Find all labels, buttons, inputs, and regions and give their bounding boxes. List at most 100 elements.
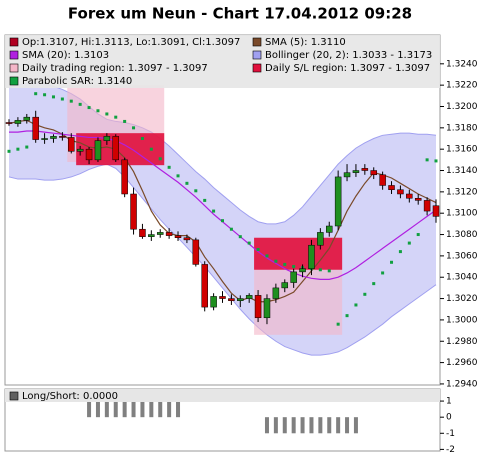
candle-body (121, 159, 128, 195)
candle-body (237, 298, 244, 301)
sar-dot (363, 292, 367, 296)
y-tick-label: 1.2940 (446, 379, 478, 389)
sar-dot (292, 265, 296, 269)
sar-dot (434, 159, 438, 163)
legend-label: Bollinger (20, 2): 1.3033 - 1.3173 (265, 50, 432, 61)
candle-body (94, 140, 102, 161)
sar-dot (229, 227, 233, 231)
sar-dot (194, 189, 198, 193)
sar-dot (176, 174, 180, 178)
sar-dot (78, 102, 82, 106)
sar-dot (69, 99, 73, 103)
candle-body (59, 136, 66, 138)
candle-body (406, 193, 413, 199)
sar-dot (256, 247, 260, 251)
bar (113, 401, 118, 418)
sar-dot (372, 282, 376, 286)
candle-body (50, 136, 57, 139)
y-tick-label: 1.3040 (446, 273, 478, 283)
candle-body (219, 296, 226, 299)
bar (149, 401, 154, 418)
y-tick-label: -2 (446, 445, 455, 455)
candle-body (32, 116, 39, 140)
sar-dot (132, 126, 136, 130)
candle-body (210, 296, 217, 308)
sar-dot (60, 97, 64, 101)
candle-body (299, 268, 306, 273)
sar-dot (123, 119, 127, 123)
y-tick-label: -1 (446, 429, 455, 439)
sar-dot (327, 269, 331, 273)
y-tick-label: 0 (446, 413, 452, 423)
legend-label: Parabolic SAR: 1.3140 (22, 76, 132, 87)
candle-body (423, 200, 431, 212)
legend-box (5, 35, 440, 88)
candle-body (192, 239, 200, 265)
y-tick-label: 1.3220 (446, 81, 478, 91)
candle-body (272, 287, 280, 299)
candle-body (139, 228, 146, 237)
bar (122, 401, 127, 418)
legend-label: Long/Short: 0.0000 (22, 391, 118, 402)
bar (345, 417, 350, 434)
candle-body (326, 225, 333, 233)
y-tick-label: 1 (446, 397, 452, 407)
sar-dot (87, 106, 91, 110)
sar-dot (425, 158, 429, 162)
candle-body (183, 237, 191, 241)
sar-dot (51, 95, 55, 99)
candle-body (174, 235, 182, 238)
bar (131, 401, 136, 418)
legend-swatch (252, 63, 262, 73)
candle-body (165, 232, 173, 236)
legend-label: Op:1.3107, Hi:1.3113, Lo:1.3091, Cl:1.30… (22, 37, 240, 48)
y-tick-label: 1.3120 (446, 187, 478, 197)
bar (318, 417, 323, 434)
sar-dot (185, 181, 189, 185)
y-tick-label: 1.3100 (446, 209, 478, 219)
sar-dot (265, 254, 269, 258)
candle-body (308, 244, 315, 269)
sar-dot (416, 233, 420, 237)
sar-dot (203, 198, 207, 202)
legend-swatch (252, 50, 262, 60)
candle-body (343, 172, 351, 178)
sar-dot (354, 303, 358, 307)
candle-body (281, 282, 289, 289)
sar-dot (25, 145, 29, 149)
candle-body (156, 232, 164, 235)
legend-swatch (9, 37, 19, 47)
bar (95, 401, 100, 418)
candle-body (317, 232, 324, 246)
bar (104, 401, 109, 418)
bar (300, 417, 305, 434)
sar-dot (7, 149, 11, 153)
candle-body (68, 137, 75, 152)
legend-label: SMA (5): 1.3110 (265, 37, 346, 48)
bar (309, 417, 314, 434)
sar-dot (96, 109, 100, 113)
legend-swatch (9, 50, 19, 60)
sar-dot (345, 314, 349, 318)
sar-dot (390, 260, 394, 264)
legend-box (5, 389, 440, 402)
y-tick-label: 1.3200 (446, 102, 478, 112)
legend-label: Daily S/L region: 1.3097 - 1.3097 (265, 63, 430, 74)
main-panel: 1.2940 1.2960 1.2980 1.3000 1.3020 1.3040 1.30… (4, 34, 478, 389)
bollinger-lower (8, 163, 437, 356)
indicator-line (8, 119, 437, 303)
bar (158, 401, 163, 418)
candle-body (41, 138, 48, 140)
bar (87, 401, 92, 418)
candle-body (290, 271, 297, 283)
legend-swatch (9, 391, 19, 401)
candle-body (76, 148, 84, 152)
bar (336, 417, 341, 434)
sar-dot (114, 115, 118, 119)
sar-dot (318, 268, 322, 272)
bar (167, 401, 172, 418)
candle-body (334, 176, 342, 227)
candle-body (103, 136, 111, 141)
bar (327, 417, 332, 434)
y-tick-label: 1.2980 (446, 337, 478, 347)
